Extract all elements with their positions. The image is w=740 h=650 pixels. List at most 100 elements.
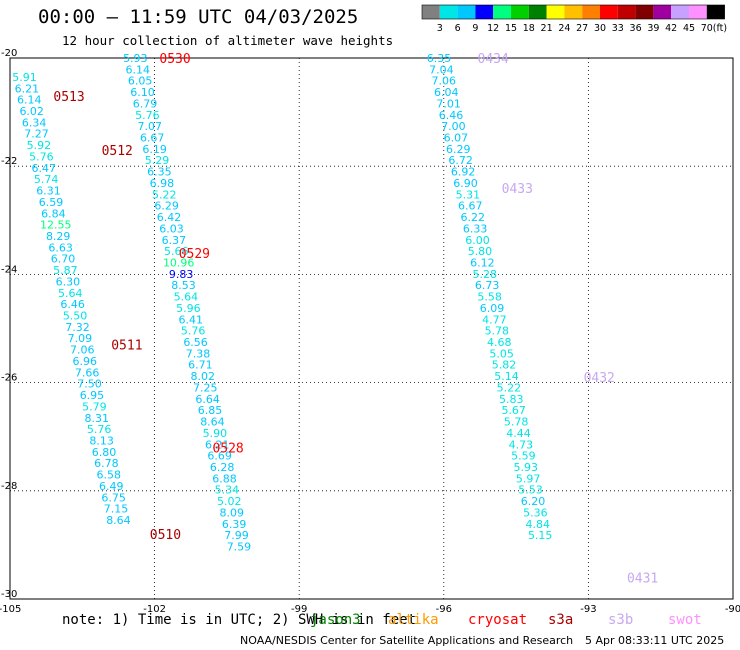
swh-value: 5.53: [518, 484, 543, 497]
swh-value: 6.63: [48, 241, 73, 254]
swh-value: 4.68: [487, 336, 512, 349]
swh-value: 5.97: [516, 472, 541, 485]
generated-timestamp: 5 Apr 08:33:11 UTC 2025: [585, 634, 725, 647]
swh-value: 6.79: [133, 97, 158, 110]
colorbar-swatch: [439, 5, 458, 19]
swh-value: 6.19: [142, 143, 167, 156]
colorbar-swatch: [475, 5, 494, 19]
swh-value: 7.06: [70, 344, 95, 357]
colorbar-swatch: [528, 5, 547, 19]
swh-value: 6.33: [463, 222, 488, 235]
swh-value: 5.78: [504, 416, 529, 429]
colorbar-label: 36: [630, 23, 642, 34]
pass-label: 0433: [502, 182, 533, 197]
colorbar-label: 33: [612, 23, 624, 34]
colorbar-frame: [421, 4, 725, 20]
swh-value: 7.59: [227, 541, 252, 554]
swh-value: 5.64: [174, 291, 199, 304]
colorbar-swatch: [653, 5, 672, 19]
swh-value: 6.05: [128, 75, 153, 88]
pass-label: 0511: [111, 339, 142, 354]
pass-label: 0510: [150, 528, 181, 543]
swh-value: 9.83: [169, 268, 194, 281]
swh-value: 6.03: [159, 222, 184, 235]
swh-value: 7.00: [441, 120, 466, 133]
swh-value: 5.93: [123, 52, 148, 65]
x-tick-label: -105: [0, 604, 21, 615]
swh-value: 5.90: [203, 427, 228, 440]
credit-text: NOAA/NESDIS Center for Satellite Applica…: [240, 634, 574, 647]
swh-value: 6.75: [101, 491, 126, 504]
colorbar-label: 12: [487, 23, 499, 34]
swh-value: 6.90: [453, 177, 478, 190]
swh-value: 4.44: [506, 427, 531, 440]
swh-value: 5.34: [215, 484, 240, 497]
swh-value: 5.15: [528, 529, 553, 542]
swh-value: 6.67: [458, 200, 483, 213]
swh-value: 8.13: [89, 434, 114, 447]
swh-value: 4.84: [526, 518, 551, 531]
swh-value: 5.66: [164, 245, 189, 258]
swh-value: 5.76: [135, 109, 160, 122]
colorbar-swatch: [600, 5, 618, 19]
swh-value: 4.77: [482, 313, 507, 326]
x-tick-label: -93: [580, 604, 596, 615]
swh-value: 5.76: [87, 423, 112, 436]
swh-value: 6.69: [207, 450, 232, 463]
swh-value: 8.64: [200, 416, 225, 429]
swh-value: 5.93: [513, 461, 538, 474]
swh-value: 6.46: [60, 298, 85, 311]
swh-value: 5.36: [523, 506, 548, 519]
y-tick-label: -26: [1, 373, 17, 384]
colorbar-label: 45: [683, 23, 695, 34]
swh-value: 6.04: [434, 86, 459, 99]
swh-value: 8.02: [191, 370, 216, 383]
swh-value: 7.27: [24, 128, 49, 141]
chart-title: 00:00 – 11:59 UTC 04/03/2025: [38, 6, 359, 28]
swh-value: 5.64: [58, 287, 83, 300]
swh-value: 6.10: [130, 86, 155, 99]
x-tick-label: -96: [436, 604, 452, 615]
swh-value: 6.28: [210, 461, 235, 474]
swh-value: 5.83: [499, 393, 524, 406]
swh-value: 4.73: [509, 438, 534, 451]
colorbar-swatch: [617, 5, 636, 19]
swh-value: 6.67: [140, 132, 165, 145]
swh-value: 6.42: [157, 211, 182, 224]
y-tick-label: -30: [1, 589, 17, 600]
swh-value: 5.67: [501, 404, 526, 417]
swh-value: 5.79: [82, 400, 107, 413]
swh-value: 6.07: [444, 132, 469, 145]
swh-value: 6.85: [198, 404, 223, 417]
swh-value: 6.21: [205, 438, 230, 451]
swh-value: 5.80: [468, 245, 493, 258]
chart-subtitle: 12 hour collection of altimeter wave hei…: [62, 33, 394, 48]
colorbar-swatch: [457, 5, 476, 19]
swh-value: 8.64: [106, 514, 131, 527]
x-tick-label: -90: [725, 604, 740, 615]
color-scale-legend: 3 6 9 12 15 18 21 24 27 30 33 36 39 42 45 70 (ft): [421, 4, 727, 34]
footer-note: note: 1) Time is in UTC; 2) SWH is in fe…: [62, 612, 417, 628]
colorbar-label: 15: [505, 23, 517, 34]
colorbar-swatch: [546, 5, 565, 19]
swh-value: 6.49: [99, 480, 124, 493]
swh-value: 5.74: [34, 173, 59, 186]
swh-value: 8.53: [171, 279, 196, 292]
x-tick-label: -99: [291, 604, 307, 615]
satellite-legend-item: s3b: [608, 612, 634, 628]
pass-label: 0431: [627, 571, 658, 586]
pass-label: 0434: [478, 52, 509, 67]
y-tick-label: -24: [1, 264, 17, 275]
y-tick-label: -28: [1, 481, 17, 492]
swh-value: 7.50: [77, 378, 102, 391]
colorbar-label: 24: [558, 23, 570, 34]
swh-value: 7.38: [186, 347, 211, 360]
swh-value: 6.72: [448, 154, 473, 167]
swh-value: 5.28: [473, 268, 498, 281]
swh-value: 6.35: [427, 52, 452, 65]
swh-value: 5.05: [489, 347, 514, 360]
colorbar-label: 6: [455, 23, 461, 34]
swh-value: 5.22: [152, 188, 177, 201]
colorbar-label: 42: [665, 23, 677, 34]
